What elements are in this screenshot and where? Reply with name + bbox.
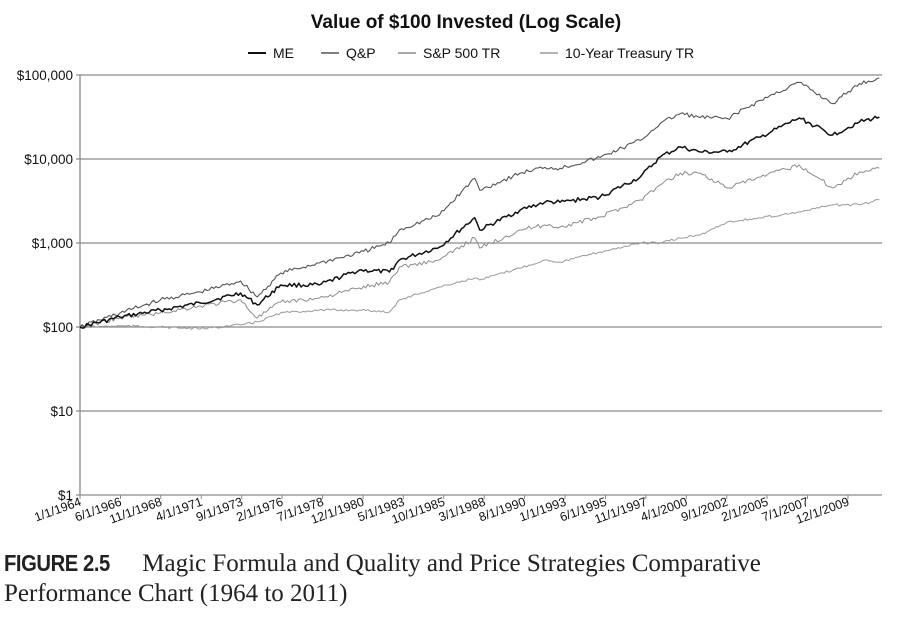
y-tick-label: $10,000 <box>24 152 73 167</box>
y-tick-label: $1,000 <box>32 236 73 251</box>
y-tick-label: $1 <box>58 488 73 503</box>
gridlines <box>76 74 882 496</box>
legend-label: 10-Year Treasury TR <box>565 45 694 61</box>
figure-label: FIGURE 2.5 <box>4 550 110 576</box>
series-lines <box>79 77 880 330</box>
legend-label: Q&P <box>346 45 376 61</box>
y-tick-label: $100 <box>43 320 73 335</box>
figure-caption: FIGURE 2.5 Magic Formula and Quality and … <box>4 548 894 609</box>
chart-title: Value of $100 Invested (Log Scale) <box>311 12 621 33</box>
series-line-10-year-treasury-tr <box>79 199 880 330</box>
legend: ME Q&P S&P 500 TR 10-Year Treasury TR <box>248 45 694 61</box>
y-tick-label: $10 <box>50 404 73 419</box>
caption-text: Magic Formula and Quality and Price Stra… <box>4 550 761 607</box>
y-tick-label: $100,000 <box>17 68 73 83</box>
series-line-me <box>79 115 880 329</box>
series-line-s-p-500-tr <box>79 164 880 328</box>
chart: Value of $100 Invested (Log Scale) ME Q&P… <box>17 12 882 527</box>
legend-label: ME <box>273 45 294 61</box>
x-axis-ticks: 1/1/19646/1/196611/1/19684/1/19719/1/197… <box>33 495 852 527</box>
y-axis-ticks: $1 $10 $100 $1,000 $10,000 $100,000 <box>17 68 73 503</box>
legend-label: S&P 500 TR <box>423 45 500 61</box>
series-line-q-p <box>79 77 880 328</box>
